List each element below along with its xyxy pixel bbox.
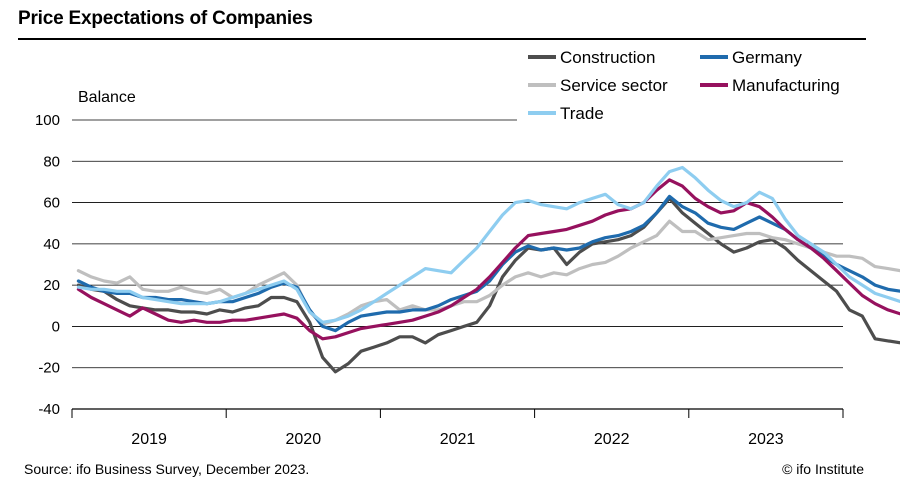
series-line-germany: [76, 194, 900, 333]
x-tick-label: 2019: [131, 431, 167, 448]
legend-label-manufacturing: Manufacturing: [732, 76, 840, 95]
legend: Construction Germany Service sector Manufac…: [528, 48, 840, 123]
y-axis-label: Balance: [78, 89, 136, 106]
y-tick-label: -20: [38, 360, 60, 377]
series-line-service-sector: [76, 219, 900, 326]
y-tick-label: -40: [38, 401, 60, 418]
gridlines: [72, 119, 843, 369]
legend-label-germany: Germany: [732, 48, 802, 67]
series-lines: [76, 165, 900, 374]
x-tick-label: 2020: [286, 431, 322, 448]
y-tick-label: 20: [43, 277, 60, 294]
y-tick-label: 100: [35, 112, 60, 129]
chart-title: Price Expectations of Companies: [18, 8, 313, 29]
legend-label-construction: Construction: [560, 48, 655, 67]
copyright-note: © ifo Institute: [782, 461, 864, 477]
y-tick-labels: -40 -20 0 20 40 60 80 100: [35, 112, 60, 418]
x-tick-label: 2022: [594, 431, 630, 448]
y-tick-label: 0: [52, 318, 60, 335]
y-tick-label: 60: [43, 195, 60, 212]
y-tick-label: 40: [43, 236, 60, 253]
series-line-manufacturing: [76, 178, 900, 341]
title-rule: [18, 38, 866, 40]
legend-label-trade: Trade: [560, 104, 604, 123]
x-tick-label: 2021: [440, 431, 476, 448]
x-tick-label: 2023: [748, 431, 784, 448]
axes: Balance: [72, 89, 843, 410]
series-line-trade: [76, 165, 900, 324]
legend-label-service-sector: Service sector: [560, 76, 668, 95]
y-tick-label: 80: [43, 153, 60, 170]
x-ticks: 2019 2020 2021 2022 2023: [71, 409, 844, 448]
source-note: Source: ifo Business Survey, December 20…: [24, 461, 310, 477]
